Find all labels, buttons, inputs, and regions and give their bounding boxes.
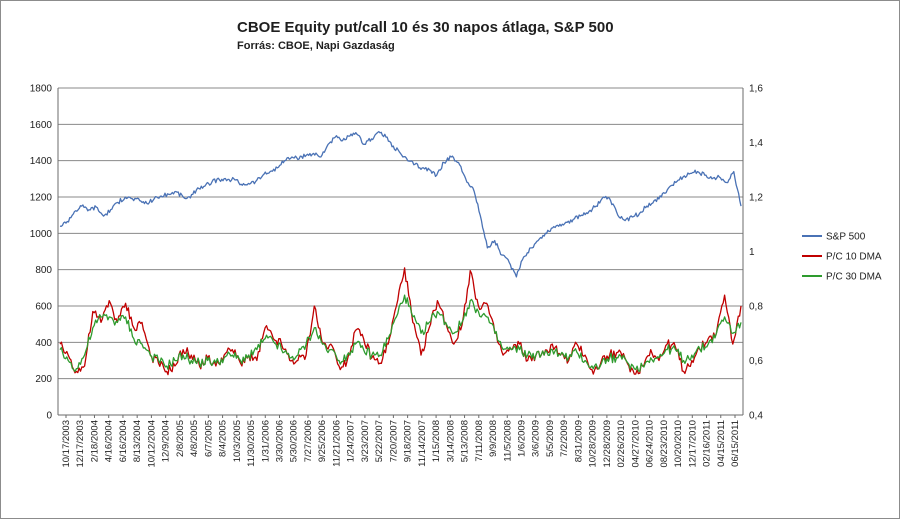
y-right-tick-label: 1	[749, 247, 755, 258]
x-tick-label: 12/28/2009	[602, 420, 613, 468]
x-tick-label: 6/16/2004	[118, 420, 129, 462]
x-tick-label: 5/30/2006	[289, 420, 300, 462]
x-tick-label: 8/13/2004	[132, 420, 143, 462]
y-left-tick-label: 1400	[30, 156, 53, 167]
x-tick-label: 10/3/2005	[232, 420, 243, 462]
x-tick-label: 04/27/2010	[630, 420, 641, 468]
legend-label: P/C 30 DMA	[826, 272, 882, 283]
x-tick-label: 5/22/2007	[374, 420, 385, 462]
legend-label: S&P 500	[826, 232, 866, 243]
x-tick-label: 02/26/2010	[616, 420, 627, 468]
x-tick-label: 11/30/2005	[246, 420, 257, 467]
legend-label: P/C 10 DMA	[826, 252, 882, 263]
x-tick-label: 08/23/2010	[659, 420, 670, 468]
x-tick-label: 04/15/2011	[716, 420, 727, 467]
y-right-tick-label: 0,6	[749, 356, 763, 367]
x-tick-label: 9/25/2006	[317, 420, 328, 462]
series-line-p-c-30-dma	[59, 294, 742, 373]
x-tick-label: 4/8/2005	[189, 420, 200, 457]
y-right-tick-label: 1,4	[749, 138, 763, 149]
x-tick-label: 1/15/2008	[431, 420, 442, 462]
x-tick-label: 10/17/2003	[61, 420, 72, 468]
x-tick-label: 8/31/2009	[573, 420, 584, 462]
x-tick-label: 7/27/2006	[303, 420, 314, 462]
y-left-tick-label: 200	[35, 374, 52, 385]
x-tick-label: 12/9/2004	[161, 420, 172, 462]
x-tick-label: 3/30/2006	[275, 420, 286, 462]
series-line-s-p-500	[59, 130, 742, 278]
y-left-tick-label: 400	[35, 338, 52, 349]
x-tick-label: 3/23/2007	[360, 420, 371, 462]
x-tick-label: 3/14/2008	[445, 420, 456, 462]
x-tick-label: 11/21/2006	[331, 420, 342, 467]
x-tick-label: 7/11/2008	[474, 420, 485, 462]
x-tick-label: 4/16/2004	[104, 420, 115, 462]
x-tick-label: 7/2/2009	[559, 420, 570, 457]
y-left-tick-label: 1800	[30, 84, 53, 95]
y-right-tick-label: 0,4	[749, 411, 763, 422]
x-tick-label: 1/24/2007	[346, 420, 357, 462]
x-tick-label: 10/20/2010	[673, 420, 684, 468]
x-tick-label: 11/14/2007	[417, 420, 428, 467]
x-tick-label: 5/5/2009	[545, 420, 556, 457]
x-tick-label: 12/17/2003	[75, 420, 86, 468]
y-left-tick-label: 1200	[30, 193, 53, 204]
y-left-tick-label: 800	[35, 265, 52, 276]
y-left-tick-label: 600	[35, 302, 52, 313]
x-tick-label: 11/5/2008	[502, 420, 513, 462]
y-right-tick-label: 0,8	[749, 302, 763, 313]
x-tick-label: 8/4/2005	[218, 420, 229, 457]
x-tick-label: 2/8/2005	[175, 420, 186, 457]
x-tick-label: 3/6/2009	[531, 420, 542, 457]
chart-subtitle: Forrás: CBOE, Napi Gazdaság	[237, 40, 395, 52]
x-tick-label: 10/12/2004	[146, 420, 157, 468]
x-tick-label: 10/28/2009	[588, 420, 599, 468]
y-left-tick-label: 1600	[30, 120, 53, 131]
x-tick-label: 2/18/2004	[89, 420, 100, 462]
x-tick-label: 1/31/2006	[260, 420, 271, 462]
x-tick-label: 02/16/2011	[702, 420, 713, 467]
x-tick-label: 6/7/2005	[203, 420, 214, 457]
x-tick-label: 1/6/2009	[516, 420, 527, 457]
y-right-tick-label: 1,2	[749, 193, 763, 204]
x-tick-label: 06/24/2010	[645, 420, 656, 468]
x-tick-label: 9/18/2007	[403, 420, 414, 462]
y-left-tick-label: 1000	[30, 229, 53, 240]
x-tick-label: 5/13/2008	[460, 420, 471, 462]
x-tick-label: 12/17/2010	[687, 420, 698, 468]
y-left-tick-label: 0	[46, 411, 52, 422]
chart-title: CBOE Equity put/call 10 és 30 napos átla…	[237, 19, 614, 36]
y-right-tick-label: 1,6	[749, 84, 763, 95]
x-tick-label: 06/15/2011	[730, 420, 741, 467]
x-tick-label: 9/9/2008	[488, 420, 499, 457]
x-tick-label: 7/20/2007	[388, 420, 399, 462]
